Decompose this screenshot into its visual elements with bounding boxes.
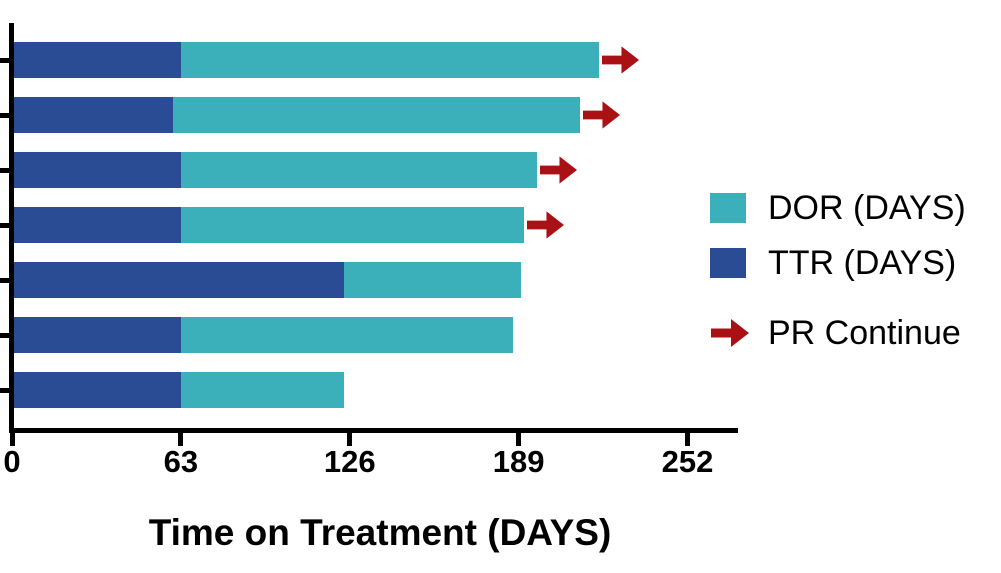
dor-segment [180, 207, 524, 243]
ttr-swatch-icon [710, 248, 746, 278]
x-tick-label: 126 [323, 444, 376, 479]
ttr-segment [14, 152, 181, 188]
ttr-segment [14, 42, 181, 78]
ttr-segment [14, 207, 181, 243]
dor-segment [180, 317, 514, 353]
x-axis-line [9, 428, 738, 433]
legend-label-ttr: TTR (DAYS) [768, 243, 957, 282]
x-tick-mark [685, 433, 690, 446]
ttr-segment [14, 97, 173, 133]
pr-continue-arrow-icon [710, 318, 750, 348]
ttr-segment [14, 262, 345, 298]
x-tick-mark [516, 433, 522, 446]
x-axis-title: Time on Treatment (DAYS) [148, 512, 612, 553]
dor-segment [180, 42, 600, 78]
y-tick-mark [0, 222, 10, 228]
y-tick-mark [0, 277, 10, 283]
pr-continue-arrow-icon [583, 100, 621, 130]
x-tick-label: 0 [3, 444, 21, 479]
x-tick-mark [178, 433, 184, 446]
y-tick-mark [0, 112, 10, 118]
pr-continue-arrow-icon [526, 210, 564, 240]
dor-swatch-icon [710, 193, 746, 223]
y-tick-mark [0, 57, 10, 63]
ttr-segment [14, 317, 181, 353]
legend-item-ttr: TTR (DAYS) [710, 244, 956, 282]
y-tick-mark [0, 387, 10, 393]
dor-segment [172, 97, 581, 133]
legend-label-pr-continue: PR Continue [768, 313, 961, 352]
y-tick-mark [0, 332, 10, 338]
dor-segment [180, 152, 538, 188]
x-tick-label: 63 [163, 444, 199, 479]
pr-continue-arrow-icon [602, 45, 640, 75]
legend-item-dor: DOR (DAYS) [710, 189, 966, 227]
x-tick-label: 189 [492, 444, 545, 479]
dor-segment [344, 262, 522, 298]
y-tick-mark [0, 167, 10, 173]
pr-continue-arrow-icon [540, 155, 578, 185]
y-axis-line [9, 23, 14, 433]
x-tick-mark [347, 433, 353, 446]
legend-label-dor: DOR (DAYS) [768, 188, 966, 227]
x-tick-label: 252 [661, 444, 714, 479]
x-tick-mark [9, 433, 15, 446]
dor-segment [180, 372, 345, 408]
ttr-segment [14, 372, 181, 408]
legend-item-pr-continue: PR Continue [710, 314, 961, 352]
